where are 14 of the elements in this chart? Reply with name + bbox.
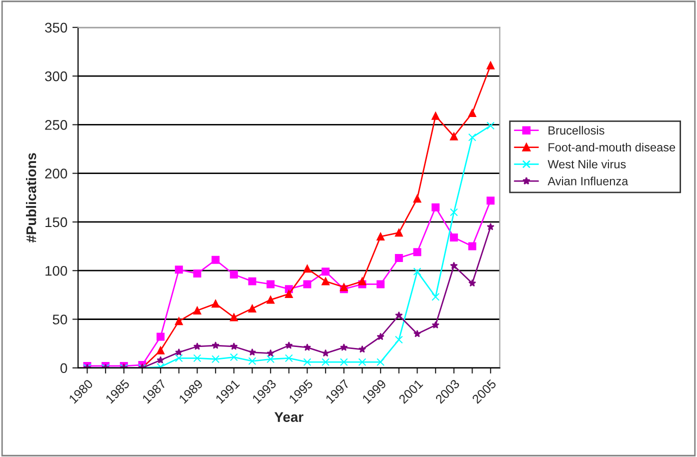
y-tick-label: 200: [45, 168, 68, 179]
y-tick-label: 50: [52, 314, 68, 324]
legend-label: Avian Influenza: [548, 176, 628, 186]
legend-label: Brucellosis: [548, 126, 604, 135]
y-axis-title: #Publications: [26, 153, 36, 243]
x-axis-title: Year: [274, 412, 304, 422]
legend-label: West Nile virus: [548, 160, 626, 168]
legend-label: Foot-and-mouth disease: [548, 142, 676, 152]
y-tick-label: 100: [46, 266, 68, 276]
y-tick-label: 250: [45, 120, 68, 130]
y-tick-label: 350: [45, 22, 68, 33]
y-tick-label: 0: [60, 363, 68, 374]
y-tick-label: 300: [45, 71, 68, 82]
y-tick-label: 150: [46, 217, 68, 228]
